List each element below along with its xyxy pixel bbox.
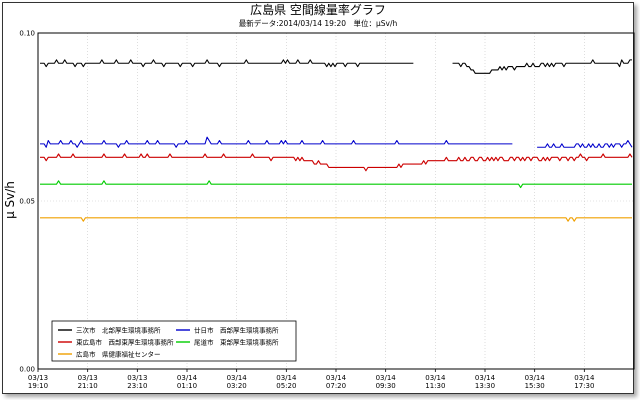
x-tick-label-time: 13:30 xyxy=(475,382,495,390)
x-tick-label-date: 03/14 xyxy=(276,374,297,382)
x-tick-label-date: 03/14 xyxy=(177,374,198,382)
y-tick-label: 0.10 xyxy=(19,30,35,38)
grid xyxy=(38,32,634,370)
x-tick-label-date: 03/13 xyxy=(127,374,147,382)
y-tick-labels: 0.00 0.05 0.10 xyxy=(19,30,35,374)
series-line-4 xyxy=(40,180,632,189)
chart-subtitle: 最新データ:2014/03/14 19:20 単位：μSv/h xyxy=(239,18,398,28)
legend-label-2: 廿日市 西部厚生環境事務所 xyxy=(194,325,279,334)
series-group xyxy=(40,59,633,222)
series-line-2 xyxy=(40,136,633,148)
chart-title: 広島県 空間線量率グラフ xyxy=(250,2,386,17)
x-tick-label-time: 01:10 xyxy=(177,382,197,390)
x-tick-label-date: 03/14 xyxy=(425,374,446,382)
y-axis-label: μ Sv/h xyxy=(3,181,17,219)
x-tick-label-time: 17:30 xyxy=(574,382,594,390)
x-tick-label-time: 09:30 xyxy=(376,382,396,390)
x-tick-label-date: 03/13 xyxy=(78,374,98,382)
legend-box xyxy=(51,320,297,362)
series-line-1 xyxy=(40,59,632,74)
y-tick-label: 0.05 xyxy=(19,198,35,206)
series-line-3 xyxy=(40,153,633,172)
legend-label-4: 尾道市 東部厚生環境事務所 xyxy=(194,337,279,346)
x-tick-labels: 03/1319:1003/1321:1003/1323:1003/1401:10… xyxy=(28,369,595,390)
x-tick-label-time: 15:30 xyxy=(525,382,545,390)
x-tick-label-time: 11:30 xyxy=(425,382,445,390)
x-tick-label-time: 03:20 xyxy=(227,382,247,390)
x-tick-label-date: 03/14 xyxy=(227,374,248,382)
series-line-5 xyxy=(40,217,632,222)
x-tick-label-time: 07:20 xyxy=(326,382,346,390)
legend-label-3: 東広島市 西部東厚生環境事務所 xyxy=(76,337,174,346)
legend-label-5: 広島市 県健康福祉センター xyxy=(76,349,161,358)
x-tick-label-date: 03/14 xyxy=(376,374,397,382)
y-tick-label: 0.00 xyxy=(19,366,35,374)
x-tick-label-date: 03/13 xyxy=(28,374,48,382)
x-tick-label-time: 21:10 xyxy=(78,382,98,390)
x-tick-label-time: 19:10 xyxy=(28,382,48,390)
x-tick-label-time: 05:20 xyxy=(276,382,296,390)
x-tick-label-date: 03/14 xyxy=(326,374,347,382)
x-tick-label-time: 23:10 xyxy=(127,382,147,390)
legend-label-1: 三次市 北部厚生環境事務所 xyxy=(76,325,161,334)
x-tick-label-date: 03/14 xyxy=(525,374,546,382)
x-tick-label-date: 03/14 xyxy=(475,374,496,382)
x-tick-label-date: 03/14 xyxy=(574,374,595,382)
